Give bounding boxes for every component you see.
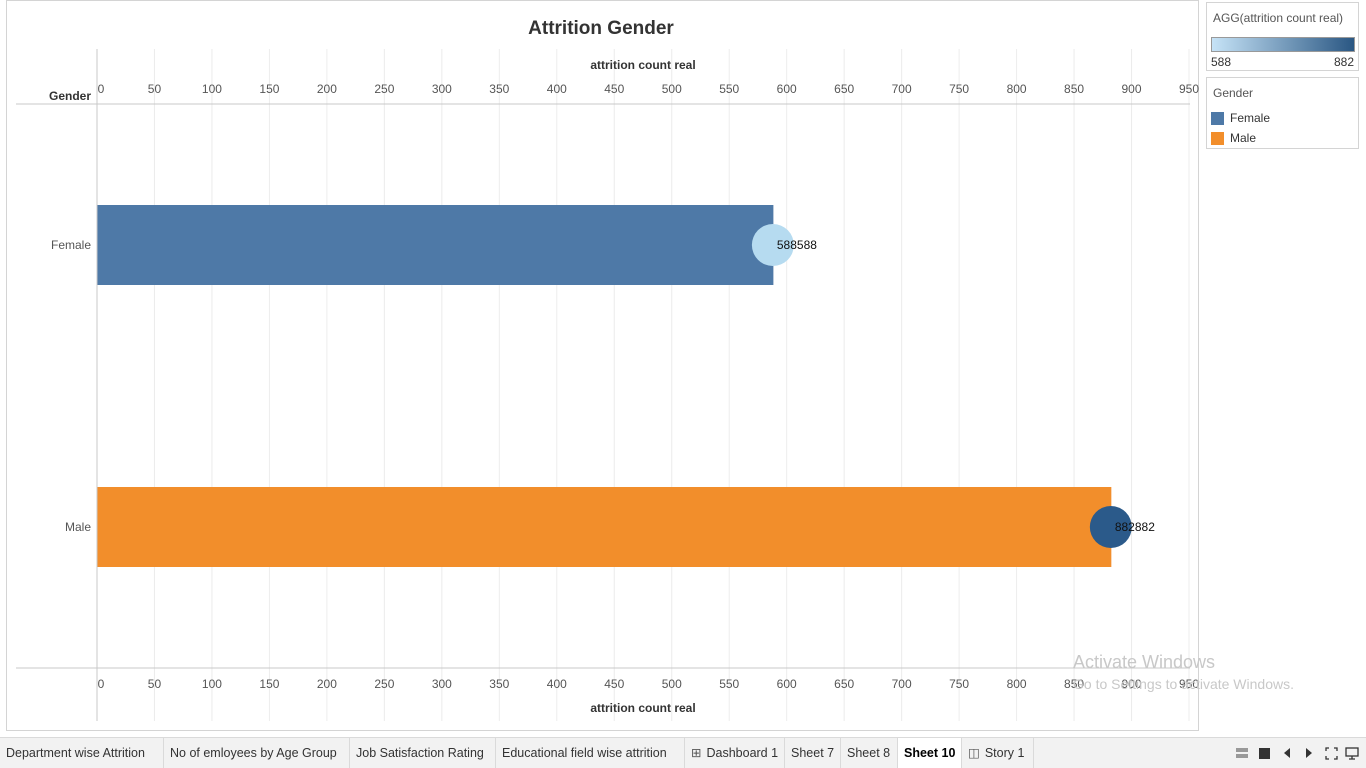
- data-label-male: 882882: [1115, 520, 1155, 534]
- tab-label: Job Satisfaction Rating: [356, 746, 484, 760]
- x-tick-label-top: 50: [148, 82, 162, 96]
- y-tick-label-female: Female: [51, 238, 91, 252]
- grid-view-icon[interactable]: [1235, 746, 1249, 760]
- x-tick-label-bottom: 300: [432, 677, 452, 691]
- story-icon: ◫: [968, 746, 980, 760]
- x-tick-label-top: 150: [259, 82, 279, 96]
- female-swatch: [1211, 111, 1224, 125]
- legend-label-male: Male: [1230, 131, 1257, 145]
- color-scale-max: 882: [1333, 55, 1354, 69]
- color-scale-title: AGG(attrition count real): [1213, 11, 1344, 25]
- tab-label: No of emloyees by Age Group: [170, 746, 337, 760]
- presentation-icon[interactable]: [1345, 746, 1359, 760]
- legend-item-female[interactable]: Female: [1211, 109, 1270, 127]
- x-tick-label-top: 500: [662, 82, 682, 96]
- bar-male: [97, 487, 1112, 567]
- tab-department-wise-attrition[interactable]: Department wise Attrition: [0, 738, 164, 768]
- circle-mark-male: [1089, 506, 1132, 548]
- tab-employees-by-age-group[interactable]: No of emloyees by Age Group: [164, 738, 350, 768]
- x-tick-label-bottom: 250: [374, 677, 394, 691]
- tab-label: Sheet 8: [847, 746, 891, 760]
- x-tick-label-bottom: 550: [719, 677, 739, 691]
- prev-icon[interactable]: [1280, 746, 1294, 760]
- tab-educational-field-attrition[interactable]: Educational field wise attrition: [496, 738, 685, 768]
- sheet-tab-bar: Department wise Attrition No of emloyees…: [0, 737, 1366, 768]
- tab-sheet-10[interactable]: Sheet 10: [898, 738, 962, 768]
- x-tick-label-bottom: 500: [662, 677, 682, 691]
- tab-label: Sheet 7: [791, 746, 835, 760]
- x-tick-label-top: 700: [892, 82, 912, 96]
- tab-label: Dashboard 1: [706, 746, 779, 760]
- x-tick-label-top: 900: [1122, 82, 1142, 96]
- x-tick-label-top: 300: [432, 82, 452, 96]
- x-tick-label-top: 450: [604, 82, 624, 96]
- next-icon[interactable]: [1302, 746, 1316, 760]
- x-tick-label-top: 950: [1179, 82, 1199, 96]
- x-axis-title-top: attrition count real: [590, 58, 695, 72]
- tab-sheet-8[interactable]: Sheet 8: [841, 738, 898, 768]
- x-tick-label-top: 600: [777, 82, 797, 96]
- x-tick-label-bottom: 600: [777, 677, 797, 691]
- x-tick-label-bottom: 50: [148, 677, 162, 691]
- x-tick-label-top: 650: [834, 82, 854, 96]
- x-tick-label-bottom: 450: [604, 677, 624, 691]
- x-tick-label-top: 350: [489, 82, 509, 96]
- bar-female: [97, 205, 774, 285]
- x-tick-label-top: 750: [949, 82, 969, 96]
- stop-icon[interactable]: [1257, 746, 1271, 760]
- x-tick-label-top: 800: [1007, 82, 1027, 96]
- x-tick-label-top: 250: [374, 82, 394, 96]
- x-tick-label-bottom: 0: [98, 677, 105, 691]
- x-tick-label-top: 400: [547, 82, 567, 96]
- tab-job-satisfaction-rating[interactable]: Job Satisfaction Rating: [350, 738, 496, 768]
- x-tick-label-top: 100: [202, 82, 222, 96]
- x-tick-label-bottom: 150: [259, 677, 279, 691]
- x-tick-label-bottom: 350: [489, 677, 509, 691]
- x-tick-label-bottom: 950: [1179, 677, 1199, 691]
- x-axis-title-bottom: attrition count real: [590, 701, 695, 715]
- x-tick-label-bottom: 700: [892, 677, 912, 691]
- color-scale-min: 588: [1211, 55, 1232, 69]
- y-tick-label-male: Male: [65, 520, 91, 534]
- color-gradient-bar: [1211, 37, 1355, 52]
- x-tick-label-top: 200: [317, 82, 337, 96]
- tab-dashboard-1[interactable]: ⊞ Dashboard 1: [685, 738, 785, 768]
- legend-label-female: Female: [1230, 111, 1271, 125]
- dashboard-icon: ⊞: [691, 746, 702, 760]
- x-tick-label-bottom: 800: [1007, 677, 1027, 691]
- x-tick-label-bottom: 400: [547, 677, 567, 691]
- x-tick-label-bottom: 650: [834, 677, 854, 691]
- x-tick-label-bottom: 750: [949, 677, 969, 691]
- x-tick-label-bottom: 100: [202, 677, 222, 691]
- x-tick-label-bottom: 900: [1122, 677, 1142, 691]
- tab-label: Department wise Attrition: [6, 746, 145, 760]
- legend-item-male[interactable]: Male: [1211, 129, 1256, 147]
- gender-legend[interactable]: Gender Female Male: [1206, 77, 1359, 149]
- x-tick-label-top: 550: [719, 82, 739, 96]
- tab-sheet-7[interactable]: Sheet 7: [785, 738, 841, 768]
- chart-title: Attrition Gender: [528, 18, 674, 39]
- x-tick-label-bottom: 200: [317, 677, 337, 691]
- bar-chart: Attrition Gender attrition count real attr…: [16, 18, 1199, 721]
- x-tick-label-top: 0: [98, 82, 105, 96]
- x-tick-label-top: 850: [1064, 82, 1084, 96]
- tab-label: Sheet 10: [904, 746, 956, 760]
- color-scale-legend[interactable]: AGG(attrition count real) 588 882: [1206, 2, 1359, 71]
- x-tick-label-bottom: 850: [1064, 677, 1084, 691]
- tab-label: Story 1: [984, 746, 1025, 760]
- gender-legend-title: Gender: [1213, 86, 1254, 100]
- worksheet-area: Attrition Gender attrition count real attr…: [6, 0, 1199, 731]
- y-axis-title: Gender: [49, 89, 91, 103]
- circle-mark-female: [751, 224, 794, 266]
- data-label-female: 588588: [777, 238, 817, 252]
- tab-label: Educational field wise attrition: [502, 746, 667, 760]
- male-swatch: [1211, 131, 1224, 145]
- tab-story-1[interactable]: ◫ Story 1: [962, 738, 1034, 768]
- fullscreen-icon[interactable]: [1324, 746, 1338, 760]
